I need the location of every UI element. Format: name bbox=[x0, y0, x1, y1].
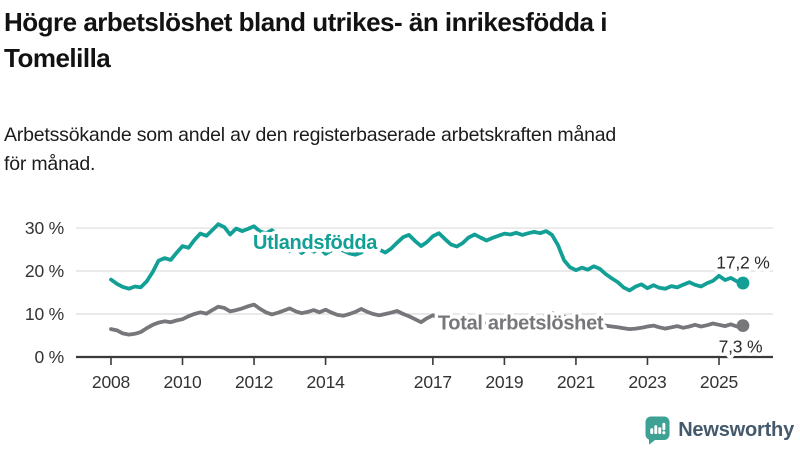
page-subtitle: Arbetssökande som andel av den registerb… bbox=[4, 121, 784, 178]
series-end-dot bbox=[736, 319, 750, 333]
series-end-value-label: 17,2 % bbox=[716, 252, 769, 272]
page-title-line-2: Tomelilla bbox=[4, 43, 111, 73]
newsworthy-chart-bubble-icon bbox=[645, 416, 670, 445]
x-axis-tick-label: 2023 bbox=[628, 372, 666, 392]
y-axis-tick-label: 30 % bbox=[25, 218, 64, 238]
y-axis-tick-label: 20 % bbox=[25, 261, 64, 281]
page-title: Högre arbetslöshet bland utrikes- än inr… bbox=[4, 4, 784, 76]
x-axis-tick-label: 2012 bbox=[235, 372, 273, 392]
x-axis-tick-label: 2017 bbox=[414, 372, 452, 392]
series-label: Utlandsfödda bbox=[253, 232, 378, 254]
series-line-utlandsf-dda bbox=[109, 222, 745, 293]
y-axis-tick-label: 10 % bbox=[25, 304, 64, 324]
page-title-line-1: Högre arbetslöshet bland utrikes- än inr… bbox=[4, 7, 607, 37]
series-label: Total arbetslöshet bbox=[438, 312, 604, 334]
series-end-value-label: 7,3 % bbox=[719, 337, 763, 357]
newsworthy-wordmark: Newsworthy bbox=[678, 419, 794, 441]
x-axis-tick-label: 2021 bbox=[557, 372, 595, 392]
page-subtitle-line-1: Arbetssökande som andel av den registerb… bbox=[4, 124, 617, 146]
page-subtitle-line-2: för månad. bbox=[4, 152, 96, 175]
x-axis-tick-label: 2010 bbox=[163, 372, 202, 392]
newsworthy-logo: Newsworthy bbox=[645, 416, 794, 445]
x-axis-tick-label: 2025 bbox=[700, 372, 738, 392]
series-line-total-arbetsl-shet bbox=[109, 302, 745, 337]
x-axis-tick-label: 2019 bbox=[485, 372, 523, 392]
x-axis-tick-label: 2014 bbox=[307, 372, 346, 392]
x-axis-tick-label: 2008 bbox=[92, 372, 130, 392]
series-end-dot bbox=[736, 276, 750, 290]
y-axis-tick-label: 0 % bbox=[34, 347, 64, 367]
